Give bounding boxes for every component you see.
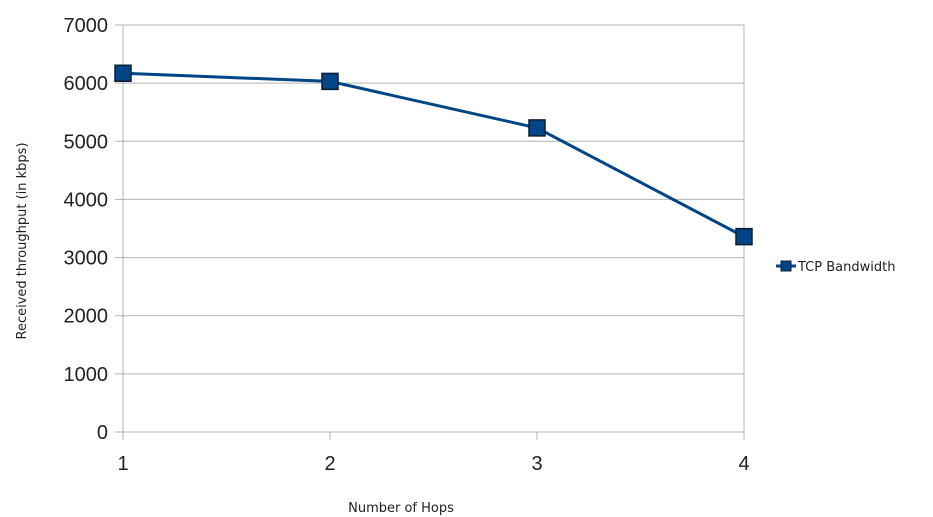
x-axis-title: Number of Hops xyxy=(348,501,454,516)
y-tick-label: 0 xyxy=(97,422,108,444)
x-tick-label: 4 xyxy=(738,453,749,475)
y-tick-label: 2000 xyxy=(64,306,109,328)
legend-marker-swatch xyxy=(780,260,792,272)
y-axis-title: Received throughput (in kbps) xyxy=(15,142,30,339)
y-tick-label: 1000 xyxy=(64,364,109,386)
y-tick-label: 3000 xyxy=(64,248,109,270)
y-tick-label: 4000 xyxy=(64,189,109,211)
x-tick-label: 2 xyxy=(324,453,335,475)
y-tick-label: 6000 xyxy=(64,73,109,95)
grid-lines xyxy=(123,24,744,433)
data-point-marker xyxy=(528,119,546,137)
x-axis-ticks: 1 2 3 4 xyxy=(117,432,750,475)
data-point-marker xyxy=(321,72,339,91)
y-tick-label: 5000 xyxy=(64,131,109,153)
x-tick-label: 3 xyxy=(531,453,542,475)
y-tick-label: 7000 xyxy=(64,15,109,37)
legend-label: TCP Bandwidth xyxy=(797,260,895,275)
x-tick-label: 1 xyxy=(117,453,128,475)
series-line xyxy=(122,71,745,238)
series-layer xyxy=(114,64,753,246)
y-axis-ticks: 0 1000 2000 3000 4000 5000 6000 7000 xyxy=(64,15,123,444)
data-point-marker xyxy=(735,227,753,246)
legend: TCP Bandwidth xyxy=(776,260,895,275)
plot-area xyxy=(122,24,745,433)
data-point-marker xyxy=(114,64,132,83)
